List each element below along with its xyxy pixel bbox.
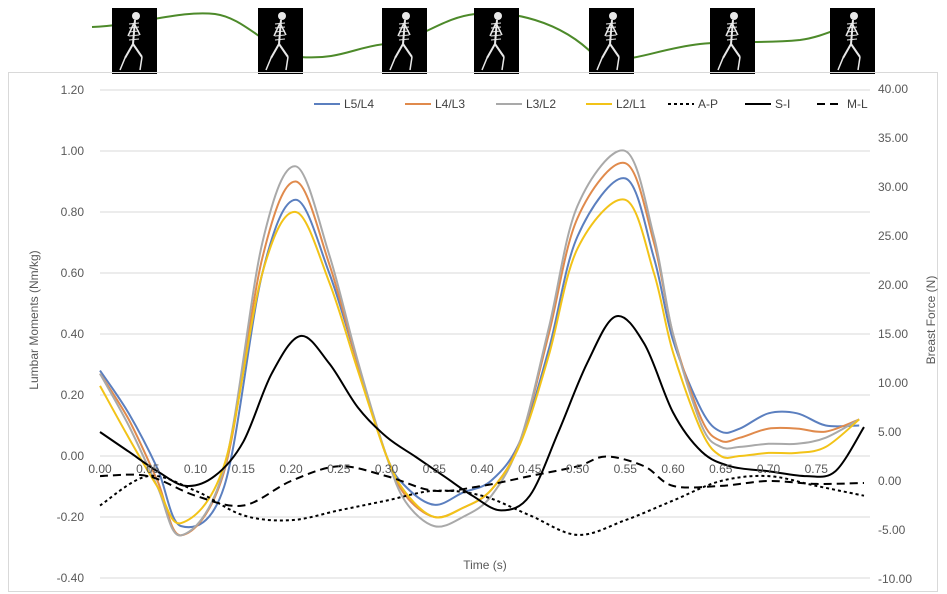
skeleton-thumbnail [710, 8, 755, 74]
x-tick-label: 0.20 [279, 462, 303, 476]
y-right-tick-label: 40.00 [878, 82, 908, 96]
y-axis-right-title: Breast Force (N) [924, 276, 938, 365]
y-right-tick-label: 35.00 [878, 131, 908, 145]
legend: L5/L4 L4/L3 L3/L2 L2/L1 A-P S-I M-L [314, 97, 868, 111]
legend-label: L2/L1 [616, 97, 646, 111]
y-left-tick-label: 1.20 [61, 83, 85, 97]
y-right-tick-label: -10.00 [878, 572, 912, 586]
series-line-m-l [99, 455, 865, 507]
y-right-tick-label: 30.00 [878, 180, 908, 194]
x-tick-label: 0.40 [470, 462, 494, 476]
skeleton-thumbnail [112, 8, 157, 74]
x-tick-label: 0.75 [805, 462, 829, 476]
legend-label: L4/L3 [435, 97, 465, 111]
x-tick-label: 0.65 [709, 462, 733, 476]
x-tick-label: 0.50 [566, 462, 590, 476]
y-right-tick-label: 25.00 [878, 229, 908, 243]
y-left-tick-label: 0.00 [61, 449, 85, 463]
series-lines [99, 149, 865, 537]
legend-label: M-L [847, 97, 868, 111]
x-tick-label: 0.25 [327, 462, 351, 476]
right-axis-ticks: -10.00 -5.00 0.00 5.00 10.00 15.00 20.00 25.00 3… [878, 82, 912, 586]
y-right-tick-label: 15.00 [878, 327, 908, 341]
y-left-tick-label: 0.40 [61, 327, 85, 341]
skeleton-thumbnail [589, 8, 634, 74]
y-right-tick-label: -5.00 [878, 523, 906, 537]
skeleton-gait-strip [91, 8, 875, 74]
x-axis-ticks: 0.00 0.05 0.10 0.15 0.20 0.25 0.30 0.35 0.40 0.45… [88, 462, 828, 476]
x-tick-label: 0.35 [423, 462, 447, 476]
y-axis-left-title: Lumbar Moments (Nm/kg) [27, 250, 41, 389]
x-tick-label: 0.30 [375, 462, 399, 476]
y-left-tick-label: 0.80 [61, 205, 85, 219]
y-left-tick-label: 0.20 [61, 388, 85, 402]
x-axis-title: Time (s) [463, 558, 507, 572]
skeleton-thumbnail [382, 8, 427, 74]
skeleton-thumbnail [830, 8, 875, 74]
y-right-tick-label: 20.00 [878, 278, 908, 292]
left-axis-ticks: -0.40 -0.20 0.00 0.20 0.40 0.60 0.80 1.00 1.20 [57, 83, 85, 585]
legend-label: L5/L4 [344, 97, 374, 111]
series-line-l4-l3 [99, 161, 860, 537]
y-right-tick-label: 10.00 [878, 376, 908, 390]
chart-frame [8, 72, 938, 592]
x-tick-label: 0.00 [88, 462, 112, 476]
skeleton-thumbnail [258, 8, 303, 74]
series-line-l2-l1 [99, 198, 860, 525]
x-tick-label: 0.60 [661, 462, 685, 476]
y-left-tick-label: -0.40 [57, 571, 85, 585]
x-tick-label: 0.10 [184, 462, 208, 476]
y-left-tick-label: 0.60 [61, 266, 85, 280]
legend-label: A-P [698, 97, 718, 111]
series-line-a-p [99, 474, 865, 536]
legend-label: S-I [775, 97, 790, 111]
y-right-tick-label: 5.00 [878, 425, 902, 439]
x-tick-label: 0.15 [232, 462, 256, 476]
x-tick-label: 0.70 [757, 462, 781, 476]
legend-label: L3/L2 [526, 97, 556, 111]
x-tick-label: 0.45 [518, 462, 542, 476]
x-tick-label: 0.55 [614, 462, 638, 476]
y-right-tick-label: 0.00 [878, 474, 902, 488]
x-tick-label: 0.05 [136, 462, 160, 476]
y-left-tick-label: -0.20 [57, 510, 85, 524]
series-line-s-i [99, 314, 865, 512]
y-left-tick-label: 1.00 [61, 144, 85, 158]
skeleton-thumbnail [474, 8, 519, 74]
